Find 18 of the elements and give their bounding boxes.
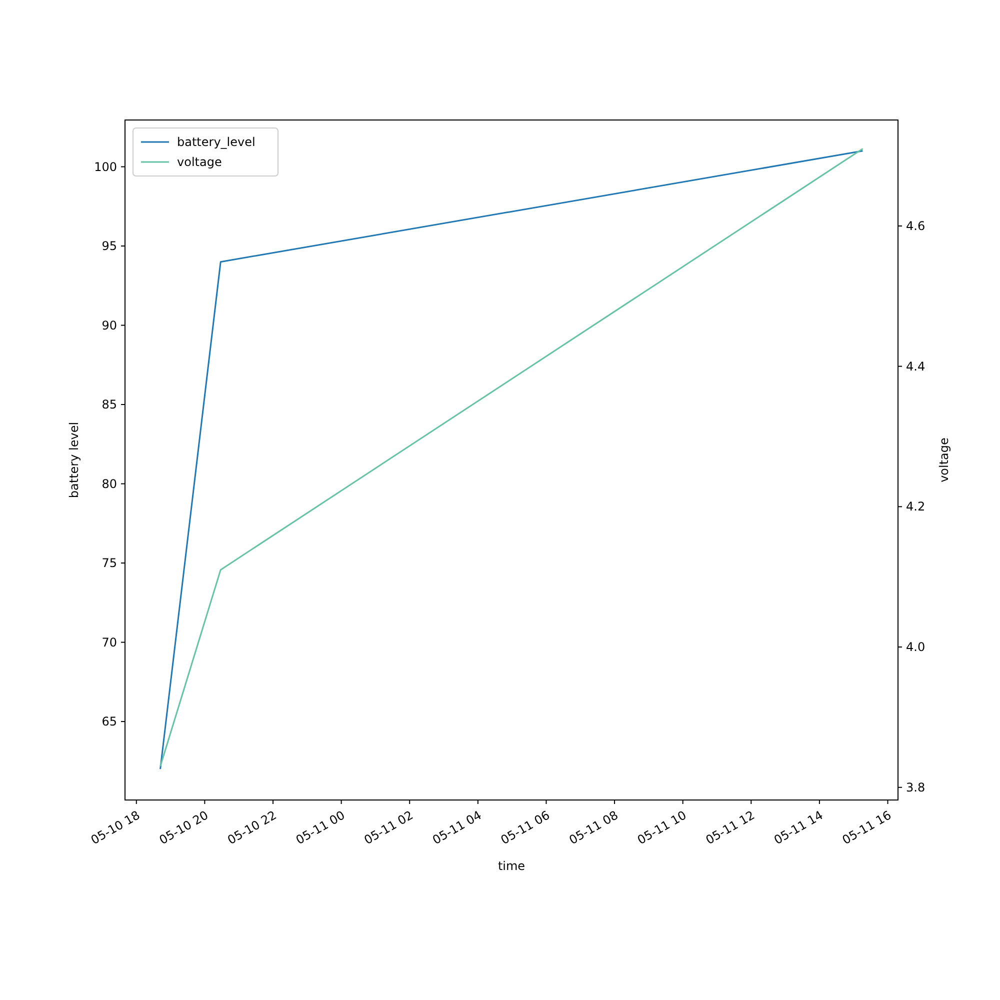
y-tick-label: 90 bbox=[102, 318, 117, 332]
y2-tick-label: 4.4 bbox=[906, 359, 926, 374]
y-tick-label: 75 bbox=[102, 556, 117, 570]
y-tick-label: 100 bbox=[94, 160, 117, 174]
y2-axis-title: voltage bbox=[937, 438, 951, 482]
y-tick-label: 95 bbox=[102, 239, 117, 254]
y2-tick-label: 4.6 bbox=[906, 218, 926, 233]
y-tick-label: 85 bbox=[102, 398, 117, 412]
y-tick-label: 65 bbox=[102, 714, 117, 729]
x-axis-title: time bbox=[498, 859, 526, 873]
y2-tick-label: 4.0 bbox=[906, 640, 926, 654]
legend-label: voltage bbox=[177, 155, 222, 169]
y-tick-label: 80 bbox=[102, 476, 117, 491]
y2-tick-label: 3.8 bbox=[906, 780, 926, 794]
y2-tick-label: 4.2 bbox=[906, 500, 926, 514]
y-axis-title: battery level bbox=[67, 422, 81, 498]
y-tick-label: 70 bbox=[102, 635, 117, 650]
legend-label: battery_level bbox=[177, 135, 256, 149]
